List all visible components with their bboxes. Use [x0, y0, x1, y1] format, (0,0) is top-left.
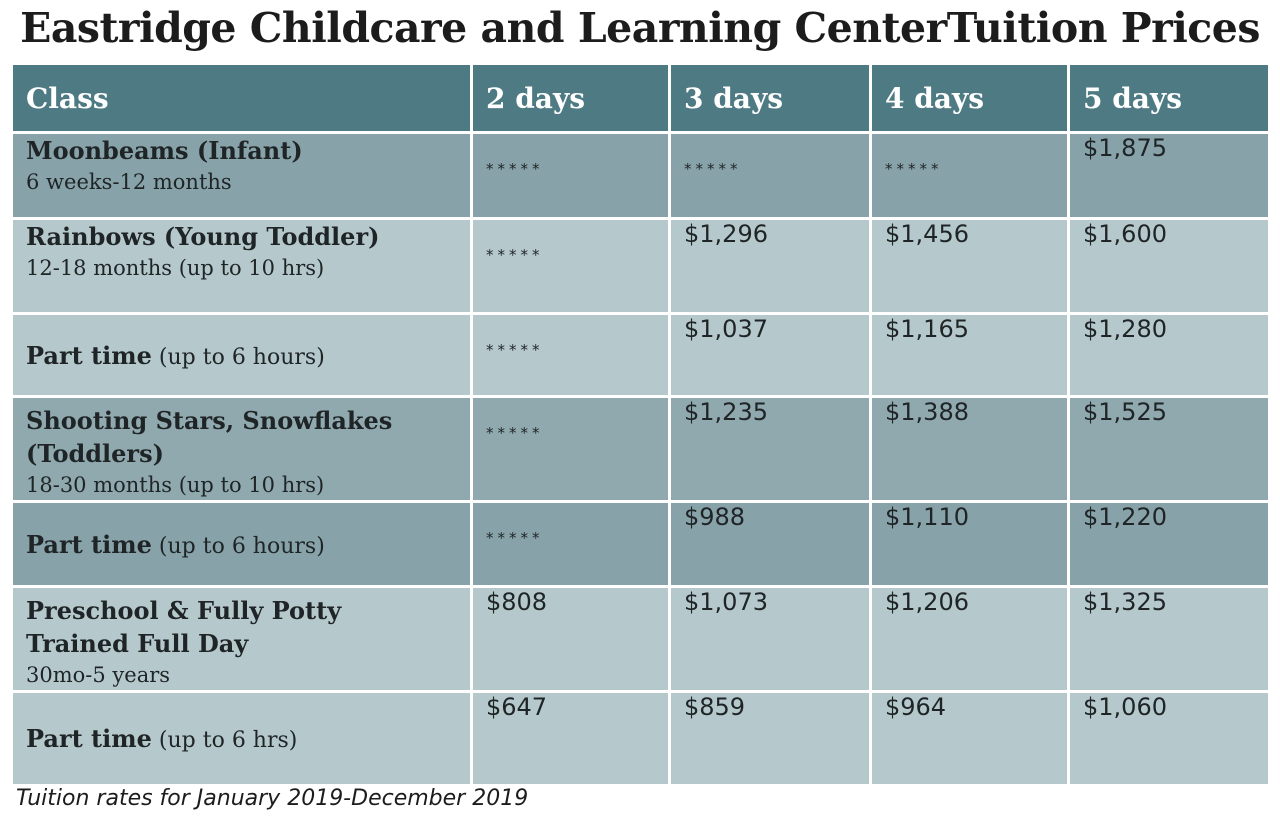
column-header-4-days: 4 days — [869, 62, 1070, 134]
class-hours-note: (up to 6 hours) — [158, 533, 325, 559]
table-row: Part time (up to 6 hours) ***** $988 $1,… — [10, 500, 1271, 588]
price-5-days: $1,280 — [1067, 312, 1271, 398]
class-cell: Part time (up to 6 hours) — [10, 500, 473, 588]
column-header-5-days: 5 days — [1067, 62, 1271, 134]
price-3-days: $859 — [668, 690, 872, 787]
price-5-days: $1,525 — [1067, 395, 1271, 503]
class-name: Moonbeams (Infant) — [26, 136, 303, 165]
price-4-days: $1,206 — [869, 585, 1070, 693]
price-3-days: $1,073 — [668, 585, 872, 693]
price-5-days: $1,875 — [1067, 131, 1271, 220]
price-5-days: $1,600 — [1067, 217, 1271, 315]
table-row: Moonbeams (Infant) 6 weeks-12 months ***… — [10, 131, 1271, 220]
class-cell: Moonbeams (Infant) 6 weeks-12 months — [10, 131, 473, 220]
price-5-days: $1,060 — [1067, 690, 1271, 787]
price-3-days: $988 — [668, 500, 872, 588]
class-cell: Rainbows (Young Toddler) 12-18 months (u… — [10, 217, 473, 315]
price-4-days: ***** — [869, 131, 1070, 220]
table-row: Part time (up to 6 hours) ***** $1,037 $… — [10, 312, 1271, 398]
table-row: Rainbows (Young Toddler) 12-18 months (u… — [10, 217, 1271, 315]
price-5-days: $1,220 — [1067, 500, 1271, 588]
class-cell: Part time (up to 6 hrs) — [10, 690, 473, 787]
class-name: Part time — [26, 724, 152, 753]
column-header-class: Class — [10, 62, 473, 134]
class-name: Part time — [26, 529, 152, 559]
price-4-days: $1,165 — [869, 312, 1070, 398]
price-4-days: $1,388 — [869, 395, 1070, 503]
footnote: Tuition rates for January 2019-December … — [16, 786, 529, 811]
column-header-2-days: 2 days — [470, 62, 671, 134]
class-age-range: 30mo-5 years — [26, 663, 171, 687]
table-row: Preschool & Fully Potty Trained Full Day… — [10, 585, 1271, 693]
price-2-days: ***** — [470, 500, 671, 588]
tuition-table: Class 2 days 3 days 4 days 5 days Moonbe… — [10, 62, 1271, 787]
class-age-range: 6 weeks-12 months — [26, 170, 232, 194]
class-name: Part time — [26, 340, 152, 370]
column-header-3-days: 3 days — [668, 62, 872, 134]
price-3-days: $1,296 — [668, 217, 872, 315]
price-2-days: ***** — [470, 312, 671, 398]
price-2-days: ***** — [470, 395, 671, 503]
table-row: Shooting Stars, Snowflakes (Toddlers) 18… — [10, 395, 1271, 503]
table-header-row: Class 2 days 3 days 4 days 5 days — [10, 62, 1271, 134]
class-hours-note: (up to 6 hrs) — [158, 728, 298, 753]
price-2-days: ***** — [470, 131, 671, 220]
page-title: Eastridge Childcare and Learning CenterT… — [20, 4, 1260, 52]
price-4-days: $1,456 — [869, 217, 1070, 315]
price-5-days: $1,325 — [1067, 585, 1271, 693]
price-2-days: ***** — [470, 217, 671, 315]
class-name: Preschool & Fully Potty Trained Full Day — [26, 596, 342, 658]
class-cell: Preschool & Fully Potty Trained Full Day… — [10, 585, 473, 693]
class-age-range: 12-18 months (up to 10 hrs) — [26, 256, 325, 280]
class-hours-note: (up to 6 hours) — [158, 344, 325, 370]
price-2-days: $808 — [470, 585, 671, 693]
table-row: Part time (up to 6 hrs) $647 $859 $964 $… — [10, 690, 1271, 787]
class-name: Shooting Stars, Snowflakes (Toddlers) — [26, 406, 393, 468]
class-age-range: 18-30 months (up to 10 hrs) — [26, 473, 325, 497]
price-3-days: $1,037 — [668, 312, 872, 398]
class-cell: Part time (up to 6 hours) — [10, 312, 473, 398]
price-3-days: $1,235 — [668, 395, 872, 503]
class-cell: Shooting Stars, Snowflakes (Toddlers) 18… — [10, 395, 473, 503]
price-3-days: ***** — [668, 131, 872, 220]
price-2-days: $647 — [470, 690, 671, 787]
price-4-days: $1,110 — [869, 500, 1070, 588]
price-4-days: $964 — [869, 690, 1070, 787]
class-name: Rainbows (Young Toddler) — [26, 222, 380, 251]
